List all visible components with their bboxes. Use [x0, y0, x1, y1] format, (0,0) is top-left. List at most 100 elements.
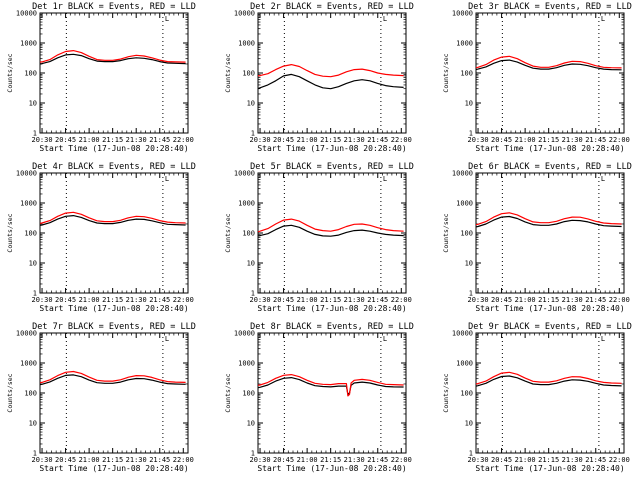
detector-panel-4: Det 4r BLACK = Events, RED = LLD L 1 10 100 1…: [6, 162, 196, 313]
x-tick-label: 21:00: [79, 296, 100, 304]
y-tick-label: 1000: [456, 40, 473, 48]
y-tick-label: 100: [242, 390, 255, 398]
panel-title: Det 2r BLACK = Events, RED = LLD: [250, 2, 414, 12]
x-tick-label: 22:00: [391, 296, 412, 304]
detector-panel-6: Det 6r BLACK = Events, RED = LLD L 1 10 100 1…: [442, 162, 632, 313]
y-tick-label: 1000: [456, 360, 473, 368]
lld-series-line: [39, 370, 186, 384]
x-tick-label: 21:45: [367, 456, 388, 464]
x-tick-label: 20:30: [32, 456, 53, 464]
x-tick-label: 21:15: [320, 296, 341, 304]
panel-title: Det 1r BLACK = Events, RED = LLD: [32, 2, 196, 12]
lld-series-line: [257, 374, 404, 397]
y-tick-label: 10: [465, 260, 473, 268]
y-tick-label: 10000: [234, 170, 255, 178]
y-tick-label: 1000: [238, 200, 255, 208]
x-tick-label: 21:30: [562, 296, 583, 304]
x-tick-label: 21:00: [79, 136, 100, 144]
y-tick-label: 10: [465, 420, 473, 428]
y-tick-label: 10: [247, 100, 255, 108]
x-tick-label: 21:15: [102, 456, 123, 464]
x-tick-label: 20:45: [273, 456, 294, 464]
x-axis-label: Start Time (17-Jun-08 20:28:40): [39, 464, 188, 473]
x-axis-label: Start Time (17-Jun-08 20:28:40): [39, 304, 188, 313]
y-tick-label: 1000: [20, 200, 37, 208]
y-tick-label: 10: [465, 100, 473, 108]
y-tick-label: 1: [469, 290, 473, 298]
y-tick-label: 1000: [456, 200, 473, 208]
marker-label: L: [601, 15, 605, 23]
x-tick-label: 21:45: [585, 456, 606, 464]
y-axis-label: Counts/sec: [442, 373, 450, 412]
x-tick-label: 21:45: [367, 296, 388, 304]
x-tick-label: 21:00: [297, 136, 318, 144]
y-tick-label: 1: [469, 450, 473, 458]
x-axis-label: Start Time (17-Jun-08 20:28:40): [257, 464, 406, 473]
y-tick-label: 1000: [20, 40, 37, 48]
y-tick-label: 1: [33, 290, 37, 298]
marker-label: L: [383, 15, 387, 23]
x-tick-label: 21:15: [320, 456, 341, 464]
y-tick-label: 100: [24, 230, 37, 238]
x-axis-label: Start Time (17-Jun-08 20:28:40): [39, 144, 188, 153]
x-tick-label: 21:30: [126, 296, 147, 304]
y-tick-label: 100: [24, 70, 37, 78]
detector-panel-1: Det 1r BLACK = Events, RED = LLD L 1 10 100 1…: [6, 2, 196, 153]
events-series-line: [475, 59, 622, 71]
x-tick-label: 21:15: [538, 456, 559, 464]
panel-title: Det 4r BLACK = Events, RED = LLD: [32, 162, 196, 172]
x-tick-label: 22:00: [173, 136, 194, 144]
y-tick-label: 1: [469, 130, 473, 138]
marker-label: L: [601, 335, 605, 343]
y-tick-label: 100: [460, 70, 473, 78]
y-tick-label: 100: [24, 390, 37, 398]
x-tick-label: 20:30: [468, 456, 489, 464]
y-tick-label: 10: [29, 420, 37, 428]
x-tick-label: 20:30: [468, 136, 489, 144]
y-tick-label: 10000: [452, 10, 473, 18]
lld-series-line: [257, 63, 404, 78]
events-series-line: [39, 53, 186, 65]
events-series-line: [257, 377, 404, 395]
x-tick-label: 21:45: [367, 136, 388, 144]
x-tick-label: 20:45: [273, 296, 294, 304]
y-tick-label: 100: [460, 230, 473, 238]
detector-panel-8: Det 8r BLACK = Events, RED = LLD L 1 10 100 1…: [224, 322, 414, 473]
y-tick-label: 1: [33, 130, 37, 138]
y-axis-label: Counts/sec: [224, 213, 232, 252]
plot-frame: [475, 172, 625, 294]
x-tick-label: 22:00: [391, 136, 412, 144]
x-tick-label: 21:30: [126, 136, 147, 144]
lld-series-line: [475, 212, 622, 226]
x-axis-label: Start Time (17-Jun-08 20:28:40): [475, 304, 624, 313]
x-tick-label: 21:30: [344, 296, 365, 304]
x-tick-label: 21:00: [297, 296, 318, 304]
x-tick-label: 21:15: [538, 296, 559, 304]
y-axis-label: Counts/sec: [6, 373, 14, 412]
y-tick-label: 100: [460, 390, 473, 398]
y-tick-label: 1: [251, 290, 255, 298]
x-tick-label: 20:30: [468, 296, 489, 304]
x-tick-label: 20:30: [250, 296, 271, 304]
panel-title: Det 6r BLACK = Events, RED = LLD: [468, 162, 632, 172]
panel-title: Det 8r BLACK = Events, RED = LLD: [250, 322, 414, 332]
x-tick-label: 20:45: [491, 296, 512, 304]
panel-title: Det 3r BLACK = Events, RED = LLD: [468, 2, 632, 12]
x-tick-label: 21:45: [149, 456, 170, 464]
x-tick-label: 22:00: [609, 136, 630, 144]
x-tick-label: 21:00: [515, 296, 536, 304]
y-axis-label: Counts/sec: [224, 373, 232, 412]
y-tick-label: 1000: [238, 40, 255, 48]
lld-series-line: [475, 371, 622, 385]
x-tick-label: 20:45: [55, 456, 76, 464]
lld-series-line: [39, 211, 186, 224]
x-tick-label: 21:00: [297, 456, 318, 464]
panel-title: Det 5r BLACK = Events, RED = LLD: [250, 162, 414, 172]
events-series-line: [475, 375, 622, 387]
y-axis-label: Counts/sec: [6, 53, 14, 92]
x-tick-label: 22:00: [173, 296, 194, 304]
detector-panel-3: Det 3r BLACK = Events, RED = LLD L 1 10 100 1…: [442, 2, 632, 153]
events-series-line: [39, 215, 186, 226]
lld-series-line: [257, 218, 404, 233]
